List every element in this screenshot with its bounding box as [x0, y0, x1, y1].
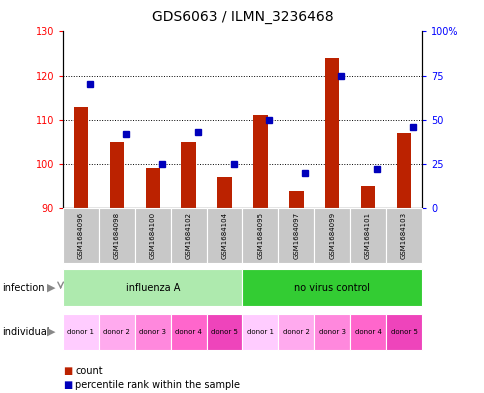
Text: influenza A: influenza A [125, 283, 180, 293]
Text: donor 3: donor 3 [139, 329, 166, 335]
Text: GSM1684095: GSM1684095 [257, 212, 263, 259]
Text: GSM1684097: GSM1684097 [293, 212, 299, 259]
Text: GSM1684101: GSM1684101 [364, 212, 370, 259]
Text: GSM1684102: GSM1684102 [185, 212, 191, 259]
Bar [360, 186, 375, 208]
Bar [74, 107, 88, 208]
Text: count: count [75, 366, 103, 376]
Text: GSM1684096: GSM1684096 [78, 212, 84, 259]
Bar [109, 142, 124, 208]
Bar [181, 142, 196, 208]
Text: donor 5: donor 5 [390, 329, 417, 335]
Bar [217, 177, 231, 208]
Bar [99, 314, 135, 350]
Bar [324, 58, 339, 208]
Bar [253, 116, 267, 208]
Bar [135, 314, 170, 350]
Bar [396, 133, 410, 208]
Text: ▶: ▶ [47, 283, 56, 293]
Text: donor 5: donor 5 [211, 329, 238, 335]
Text: GSM1684100: GSM1684100 [150, 212, 155, 259]
Bar [288, 191, 303, 208]
Bar [63, 208, 99, 263]
Text: ■: ■ [63, 380, 72, 390]
Bar [170, 314, 206, 350]
Text: donor 3: donor 3 [318, 329, 345, 335]
Bar [145, 169, 160, 208]
Bar [206, 314, 242, 350]
Text: infection: infection [2, 283, 45, 293]
Text: donor 1: donor 1 [67, 329, 94, 335]
Text: GSM1684103: GSM1684103 [400, 212, 406, 259]
Text: GSM1684098: GSM1684098 [114, 212, 120, 259]
Bar [170, 208, 206, 263]
Text: GSM1684099: GSM1684099 [329, 212, 334, 259]
Text: percentile rank within the sample: percentile rank within the sample [75, 380, 240, 390]
Bar [242, 269, 421, 307]
Bar [385, 314, 421, 350]
Bar [135, 208, 170, 263]
Bar [314, 208, 349, 263]
Bar [242, 314, 278, 350]
Text: donor 2: donor 2 [282, 329, 309, 335]
Text: individual: individual [2, 327, 50, 337]
Bar [385, 208, 421, 263]
Bar [63, 314, 99, 350]
Bar [349, 208, 385, 263]
Text: GSM1684104: GSM1684104 [221, 212, 227, 259]
Bar [63, 269, 242, 307]
Bar [242, 208, 278, 263]
Bar [99, 208, 135, 263]
Text: donor 4: donor 4 [175, 329, 202, 335]
Bar [206, 208, 242, 263]
Text: donor 2: donor 2 [103, 329, 130, 335]
Text: GDS6063 / ILMN_3236468: GDS6063 / ILMN_3236468 [151, 10, 333, 24]
Text: ▶: ▶ [47, 327, 56, 337]
Text: donor 1: donor 1 [246, 329, 273, 335]
Text: no virus control: no virus control [294, 283, 369, 293]
Text: donor 4: donor 4 [354, 329, 381, 335]
Bar [278, 314, 314, 350]
Text: ■: ■ [63, 366, 72, 376]
Bar [349, 314, 385, 350]
Bar [278, 208, 314, 263]
Bar [314, 314, 349, 350]
